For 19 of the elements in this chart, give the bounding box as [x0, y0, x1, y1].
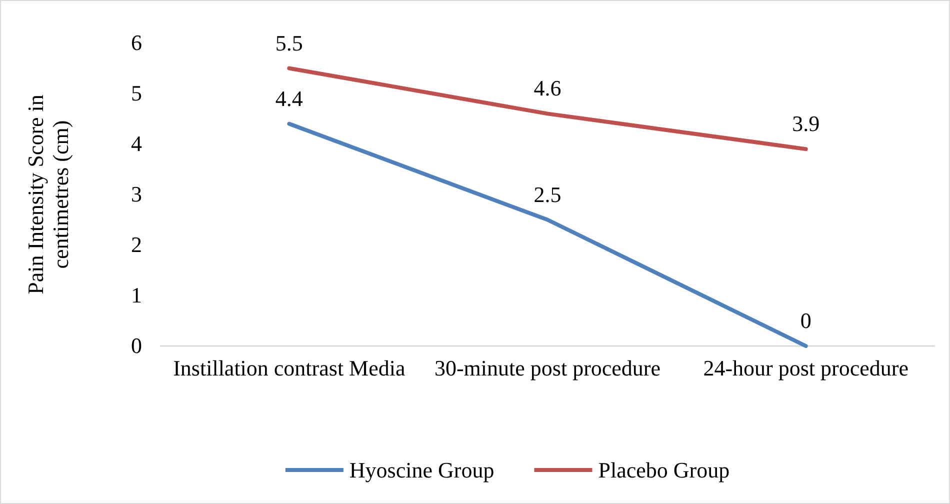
legend-label: Placebo Group — [598, 458, 730, 483]
data-label: 2.5 — [534, 182, 562, 207]
y-tick-label: 5 — [131, 80, 142, 106]
y-tick-label: 6 — [131, 30, 142, 56]
y-tick-label: 4 — [131, 131, 142, 156]
x-tick-label: 24-hour post procedure — [703, 356, 908, 381]
data-label: 4.4 — [275, 86, 303, 111]
y-tick-label: 0 — [131, 333, 142, 358]
x-tick-label: Instillation contrast Media — [173, 356, 406, 381]
y-tick-label: 1 — [131, 282, 142, 308]
data-label: 0 — [800, 308, 812, 333]
legend-label: Hyoscine Group — [349, 458, 494, 483]
data-label: 5.5 — [275, 30, 303, 56]
y-tick-label: 2 — [131, 232, 142, 258]
data-label: 4.6 — [534, 76, 562, 101]
y-axis-title: Pain Intensity Score in centimetres (cm) — [22, 94, 74, 294]
data-label: 3.9 — [792, 111, 820, 136]
x-tick-label: 30-minute post procedure — [434, 356, 661, 381]
y-tick-label: 3 — [131, 182, 142, 207]
